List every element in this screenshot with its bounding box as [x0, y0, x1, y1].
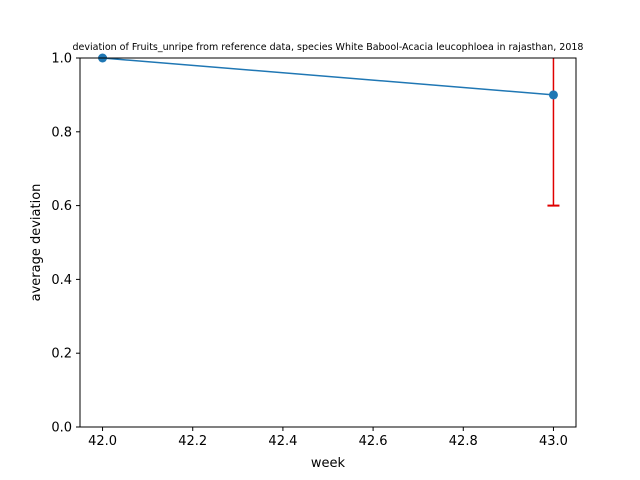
chart-title: deviation of Fruits_unripe from referenc…	[73, 42, 584, 53]
x-tick-label-3: 42.6	[359, 434, 388, 449]
series-line-0	[102, 58, 554, 96]
y-tick-label-4: 0.8	[51, 125, 72, 140]
y-tick-label-5: 1.0	[51, 52, 72, 67]
plot-frame	[79, 57, 577, 428]
y-tick-label-3: 0.6	[51, 199, 72, 214]
axes: 42.0 42.2 42.4 42.6 42.8 43.0 0.0 0.2 0.4 0.6 0.8 1…	[51, 52, 577, 449]
x-tick-label-2: 42.4	[268, 434, 297, 449]
y-tick-label-2: 0.4	[51, 273, 72, 288]
x-tick-label-5: 43.0	[539, 434, 568, 449]
y-axis-label: average deviation	[29, 184, 44, 302]
y-tick-label-1: 0.2	[51, 347, 72, 362]
x-axis-label: week	[311, 456, 346, 471]
data-point-0-1	[548, 90, 558, 100]
plot-area	[102, 58, 560, 207]
x-tick-label-1: 42.2	[178, 434, 207, 449]
x-tick-label-0: 42.0	[88, 434, 117, 449]
x-tick-label-4: 42.8	[449, 434, 478, 449]
y-tick-label-0: 0.0	[51, 421, 72, 436]
